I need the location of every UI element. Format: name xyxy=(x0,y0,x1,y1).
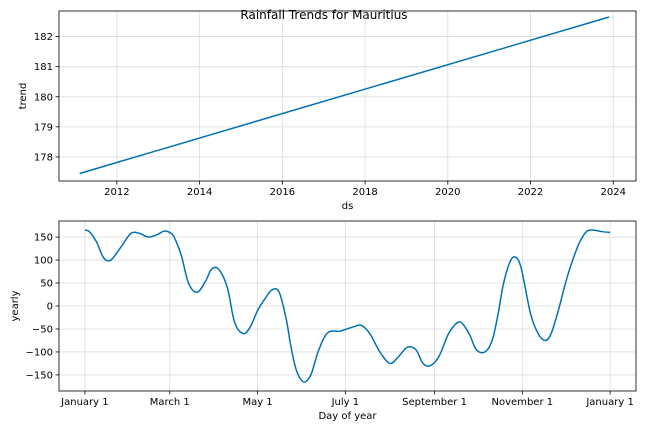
chart-title: Rainfall Trends for Mauritius xyxy=(240,8,407,22)
yearly-x-tick-label: January 1 xyxy=(585,397,633,408)
trend-y-axis-label: trend xyxy=(18,83,29,110)
yearly-y-tick-label: 150 xyxy=(34,233,53,244)
yearly-x-tick-label: July 1 xyxy=(331,397,360,408)
trend-ticks: 2012 2014 2016 2018 2020 2022 2024 178 179 180 181… xyxy=(34,32,626,198)
trend-x-tick-label: 2012 xyxy=(104,187,129,198)
trend-x-tick-label: 2024 xyxy=(601,187,626,198)
trend-y-tick-label: 179 xyxy=(34,122,53,133)
yearly-y-tick-label: −150 xyxy=(26,370,53,381)
trend-grid xyxy=(59,11,636,181)
yearly-grid xyxy=(59,221,636,391)
trend-axes-frame xyxy=(58,10,637,182)
yearly-x-tick-label: September 1 xyxy=(402,397,467,408)
yearly-x-tick-label: January 1 xyxy=(60,397,108,408)
trend-subplot: 2012 2014 2016 2018 2020 2022 2024 178 179 180 181… xyxy=(18,10,637,212)
trend-x-tick-label: 2018 xyxy=(352,187,377,198)
yearly-x-tick-label: March 1 xyxy=(150,397,190,408)
yearly-y-tick-label: −50 xyxy=(32,324,53,335)
yearly-x-tick-label: May 1 xyxy=(242,397,272,408)
trend-x-axis-label: ds xyxy=(342,201,354,212)
trend-x-tick-label: 2022 xyxy=(518,187,543,198)
trend-y-tick-label: 182 xyxy=(34,32,53,43)
trend-y-tick-label: 178 xyxy=(34,152,53,163)
yearly-y-tick-label: 0 xyxy=(47,302,53,313)
yearly-subplot: January 1 March 1 May 1 July 1 September 1 No… xyxy=(10,220,637,422)
yearly-y-tick-label: 50 xyxy=(40,279,53,290)
yearly-x-axis-label: Day of year xyxy=(318,411,377,422)
trend-series-line xyxy=(79,16,610,175)
trend-x-tick-label: 2014 xyxy=(187,187,212,198)
yearly-y-axis-label: yearly xyxy=(10,290,21,321)
trend-y-tick-label: 181 xyxy=(34,62,53,73)
yearly-x-tick-label: November 1 xyxy=(492,397,554,408)
trend-y-tick-label: 180 xyxy=(34,92,53,103)
yearly-series-line xyxy=(84,229,611,383)
yearly-y-tick-label: 100 xyxy=(34,256,53,267)
yearly-y-tick-label: −100 xyxy=(26,347,53,358)
trend-x-tick-label: 2016 xyxy=(270,187,295,198)
trend-x-tick-label: 2020 xyxy=(435,187,460,198)
yearly-ticks: January 1 March 1 May 1 July 1 September 1 No… xyxy=(26,233,634,408)
